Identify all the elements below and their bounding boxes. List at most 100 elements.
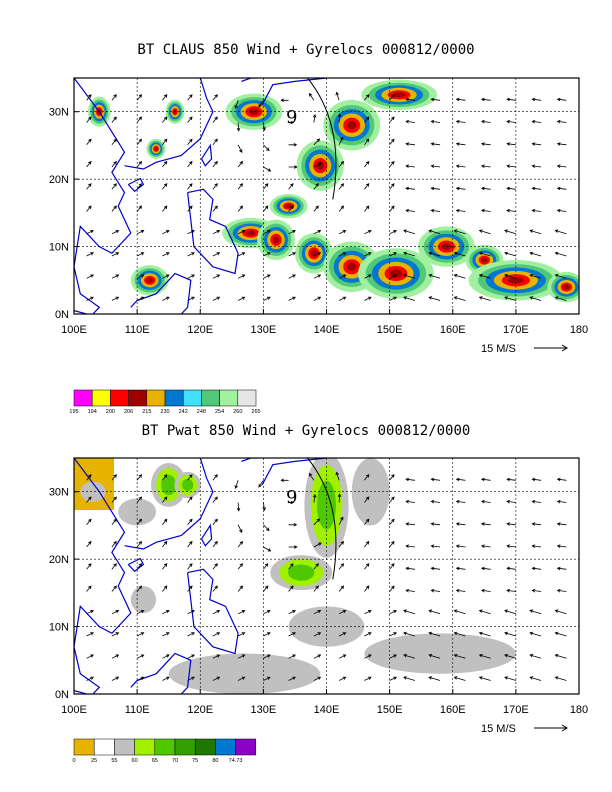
wind-vector — [504, 631, 517, 637]
coastline — [127, 557, 145, 573]
wind-vector — [86, 654, 94, 659]
x-tick-label: 180 — [570, 704, 588, 716]
wind-vector — [162, 205, 168, 212]
pwat-shading — [287, 564, 315, 581]
wind-vector — [313, 296, 322, 301]
wind-vector — [364, 654, 372, 659]
wind-vector — [136, 138, 143, 146]
wind-vector — [162, 274, 170, 279]
colorbar-label: 260 — [233, 409, 242, 415]
wind-vector — [187, 160, 193, 168]
coastline — [187, 188, 239, 275]
wind-vector — [554, 609, 567, 615]
colorbar-label: 230 — [160, 409, 169, 415]
wind-vector — [389, 252, 397, 257]
wind-vector — [111, 274, 120, 279]
colorbar-label: 60 — [132, 758, 138, 764]
colorbar-label: 195 — [69, 409, 78, 415]
wind-vector — [531, 208, 542, 213]
wind-vector — [111, 676, 120, 681]
bottom-map-panel: 9 100E 110E 120E 130E 140E 150E 160E 170E 180 0N 10… — [49, 457, 588, 764]
wind-vector — [554, 296, 567, 301]
wind-vector — [405, 97, 415, 102]
wind-vector — [86, 116, 92, 123]
wind-vector — [338, 516, 344, 525]
wind-vector — [280, 98, 289, 103]
wind-vector — [430, 544, 441, 549]
wind-vector — [556, 588, 567, 593]
reference-vector-label: 15 M/S — [481, 723, 516, 735]
wind-vector — [86, 94, 92, 101]
wind-vector — [455, 499, 466, 504]
wind-vector — [531, 119, 542, 124]
wind-vector — [428, 609, 441, 615]
wind-vector — [86, 183, 92, 190]
wind-vector — [288, 500, 295, 505]
pwat-shading — [168, 653, 321, 694]
wind-vector — [263, 563, 269, 570]
coastline — [74, 458, 132, 694]
wind-vector — [480, 208, 491, 213]
wind-vector — [313, 252, 322, 257]
wind-vector — [212, 540, 218, 548]
wind-vector — [556, 522, 567, 526]
wind-vector — [111, 94, 117, 101]
x-tick-label: 130E — [251, 324, 277, 336]
wind-vector — [364, 205, 370, 212]
wind-vector — [237, 144, 243, 153]
wind-vector — [288, 296, 296, 301]
wind-vector — [529, 676, 542, 681]
wind-vector — [364, 116, 370, 123]
pwat-shading — [130, 586, 157, 614]
wind-vector — [288, 142, 298, 147]
wind-vector — [86, 474, 92, 481]
x-tick-label: 110E — [125, 324, 150, 336]
cloud-contour — [481, 257, 488, 263]
wind-vector — [338, 296, 347, 301]
wind-vector — [478, 609, 491, 615]
wind-vector — [556, 544, 567, 549]
wind-vector — [529, 653, 542, 659]
colorbar-label: 75 — [192, 758, 198, 764]
wind-vector — [136, 632, 145, 637]
x-tick-label: 120E — [187, 324, 213, 336]
wind-vector — [364, 274, 372, 279]
colorbar-swatch — [219, 389, 239, 407]
wind-vector — [453, 631, 466, 637]
wind-vector — [136, 274, 145, 279]
wind-vector — [237, 585, 244, 592]
wind-vector — [504, 251, 517, 257]
wind-vector — [455, 522, 466, 526]
wind-vector — [338, 136, 344, 145]
wind-vector — [136, 496, 143, 503]
wind-vector — [556, 186, 567, 191]
wind-vector — [136, 540, 143, 548]
x-tick-label: 160E — [440, 704, 466, 716]
wind-vector — [263, 230, 271, 235]
cloud-contour — [389, 269, 403, 278]
wind-vector — [234, 100, 239, 109]
wind-vector — [187, 585, 193, 592]
wind-vector — [430, 522, 441, 526]
wind-vector — [405, 544, 415, 549]
wind-vector — [506, 208, 516, 213]
y-tick-label: 0N — [55, 309, 69, 321]
wind-vector — [288, 274, 296, 279]
wind-vector — [187, 183, 193, 190]
wind-vector — [313, 138, 321, 146]
colorbar-swatch — [182, 389, 202, 407]
colorbar: 195 194 200 206 215 230 242 248 254 260 265 — [69, 389, 261, 415]
wind-vector — [364, 160, 370, 168]
wind-vector — [263, 524, 270, 532]
wind-vector — [187, 252, 195, 257]
wind-vector — [455, 186, 466, 191]
pwat-shading — [317, 480, 336, 530]
wind-vector — [86, 676, 94, 681]
wind-vector — [86, 518, 92, 526]
wind-vector — [556, 208, 567, 213]
wind-vector — [136, 654, 145, 659]
wind-vector — [531, 97, 542, 102]
wind-vector — [237, 524, 243, 533]
wind-vector — [389, 585, 395, 592]
wind-vector — [430, 164, 441, 169]
